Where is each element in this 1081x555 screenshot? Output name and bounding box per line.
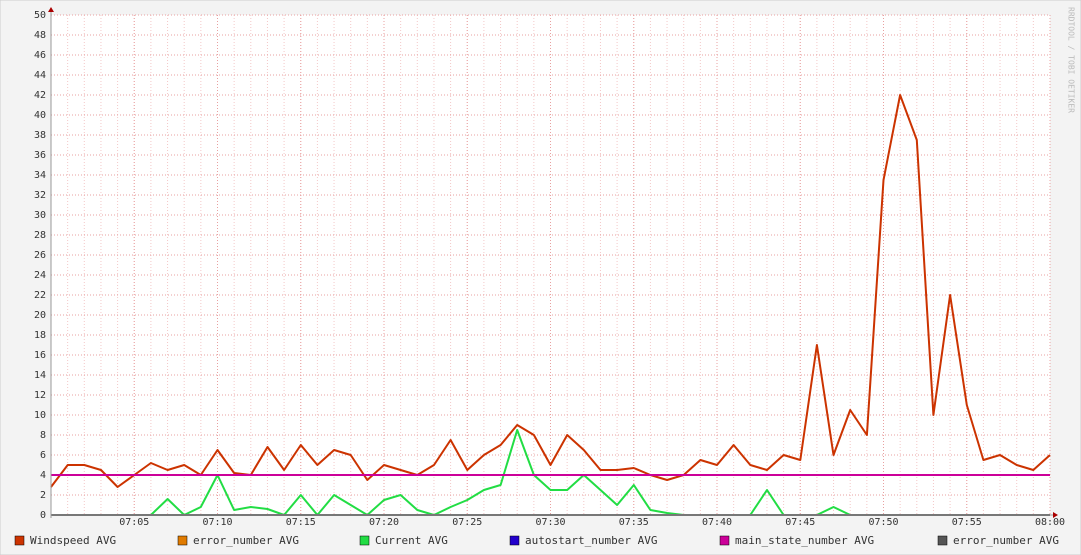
legend-label: autostart_number AVG — [525, 534, 657, 547]
legend-label: main_state_number AVG — [735, 534, 874, 547]
y-tick-label: 24 — [34, 270, 46, 281]
legend-swatch — [719, 535, 730, 546]
x-tick-label: 07:55 — [952, 517, 982, 528]
x-axis-arrow — [1053, 512, 1058, 518]
y-tick-label: 44 — [34, 70, 46, 81]
x-tick-label: 07:35 — [619, 517, 649, 528]
y-tick-label: 14 — [34, 370, 46, 381]
y-tick-label: 2 — [40, 490, 46, 501]
legend-swatch — [509, 535, 520, 546]
x-tick-label: 08:00 — [1035, 517, 1065, 528]
x-tick-label: 07:20 — [369, 517, 399, 528]
y-tick-label: 30 — [34, 210, 46, 221]
y-tick-label: 18 — [34, 330, 46, 341]
y-tick-label: 20 — [34, 310, 46, 321]
legend-label: error_number AVG — [193, 534, 299, 547]
x-tick-label: 07:40 — [702, 517, 732, 528]
y-tick-label: 28 — [34, 230, 46, 241]
y-tick-label: 34 — [34, 170, 46, 181]
x-tick-label: 07:30 — [535, 517, 565, 528]
y-tick-label: 36 — [34, 150, 46, 161]
x-tick-label: 07:10 — [202, 517, 232, 528]
x-tick-label: 07:50 — [868, 517, 898, 528]
y-tick-label: 40 — [34, 110, 46, 121]
y-tick-label: 10 — [34, 410, 46, 421]
y-tick-label: 48 — [34, 30, 46, 41]
x-tick-label: 07:25 — [452, 517, 482, 528]
legend-swatch — [177, 535, 188, 546]
y-tick-label: 16 — [34, 350, 46, 361]
y-tick-label: 42 — [34, 90, 46, 101]
series-line — [50, 94, 1051, 488]
legend-label: Current AVG — [375, 534, 448, 547]
legend-label: Windspeed AVG — [30, 534, 116, 547]
y-tick-label: 26 — [34, 250, 46, 261]
y-tick-label: 38 — [34, 130, 46, 141]
y-tick-label: 46 — [34, 50, 46, 61]
y-tick-label: 8 — [40, 430, 46, 441]
watermark: RRDTOOL / TOBI OETIKER — [1067, 7, 1076, 113]
y-tick-label: 12 — [34, 390, 46, 401]
y-tick-label: 32 — [34, 190, 46, 201]
legend-swatch — [359, 535, 370, 546]
y-tick-label: 4 — [40, 470, 46, 481]
legend-swatch — [937, 535, 948, 546]
y-tick-label: 6 — [40, 450, 46, 461]
y-tick-label: 0 — [40, 510, 46, 521]
legend-swatch — [14, 535, 25, 546]
y-tick-label: 50 — [34, 10, 46, 21]
x-tick-label: 07:05 — [119, 517, 149, 528]
y-tick-label: 22 — [34, 290, 46, 301]
legend-label: error_number AVG — [953, 534, 1059, 547]
x-tick-label: 07:45 — [785, 517, 815, 528]
x-tick-label: 07:15 — [286, 517, 316, 528]
y-axis-arrow — [48, 7, 54, 12]
